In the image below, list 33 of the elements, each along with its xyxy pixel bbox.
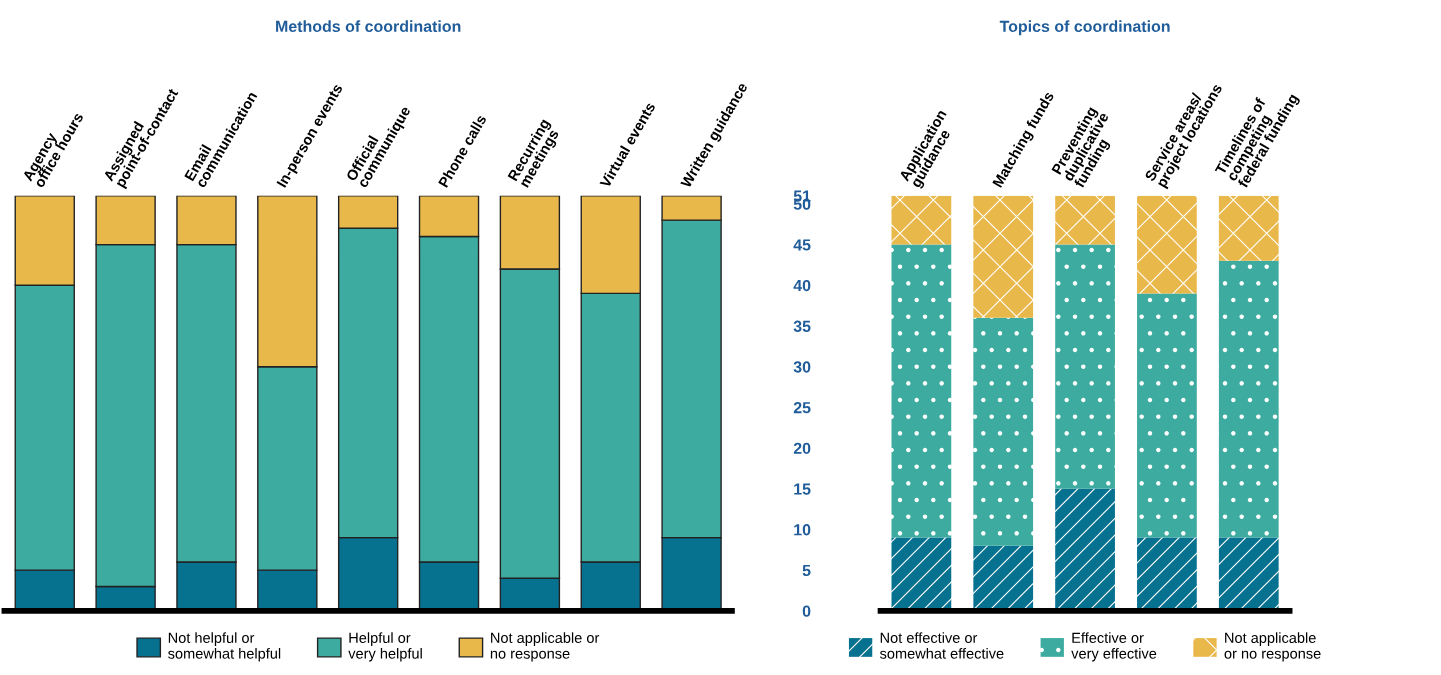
bar <box>973 545 1034 611</box>
y-tick-label: 10 <box>794 524 811 536</box>
legend-label: Not applicable or no response <box>490 632 600 662</box>
legend-label: Not helpful or somewhat helpful <box>168 632 281 662</box>
y-tick-label: 40 <box>793 279 811 292</box>
legend-label: Effective or very effective <box>1071 632 1157 662</box>
y-tick-label: 0 <box>802 605 811 617</box>
bar <box>891 244 952 538</box>
y-tick-label: 25 <box>793 402 811 414</box>
y-tick-label: 5 <box>802 564 811 577</box>
legend-label: Not applicable or no response <box>1224 632 1321 662</box>
legend-label: Not effective or somewhat effective <box>879 632 1004 659</box>
legend-label: Helpful or very helpful <box>348 632 422 662</box>
chart-title: Topics of coordination <box>999 20 1170 36</box>
y-tick-label: 15 <box>794 483 811 495</box>
y-tick-label: 45 <box>793 239 811 251</box>
y-tick-label: 35 <box>793 320 811 332</box>
bar <box>1218 195 1279 261</box>
bar <box>973 195 1034 318</box>
bar <box>1218 537 1279 611</box>
bar <box>1218 260 1279 538</box>
y-tick-label: 30 <box>793 361 811 373</box>
bar <box>891 537 952 611</box>
chart-title: Methods of coordination <box>276 20 461 33</box>
y-tick-label: 20 <box>793 442 811 455</box>
bar <box>891 195 952 245</box>
bar <box>1137 293 1197 538</box>
bar <box>1055 195 1115 245</box>
bar <box>1137 537 1197 611</box>
bar <box>1137 195 1197 294</box>
bar <box>1055 488 1115 611</box>
bar <box>1055 244 1115 489</box>
bar <box>973 317 1034 546</box>
